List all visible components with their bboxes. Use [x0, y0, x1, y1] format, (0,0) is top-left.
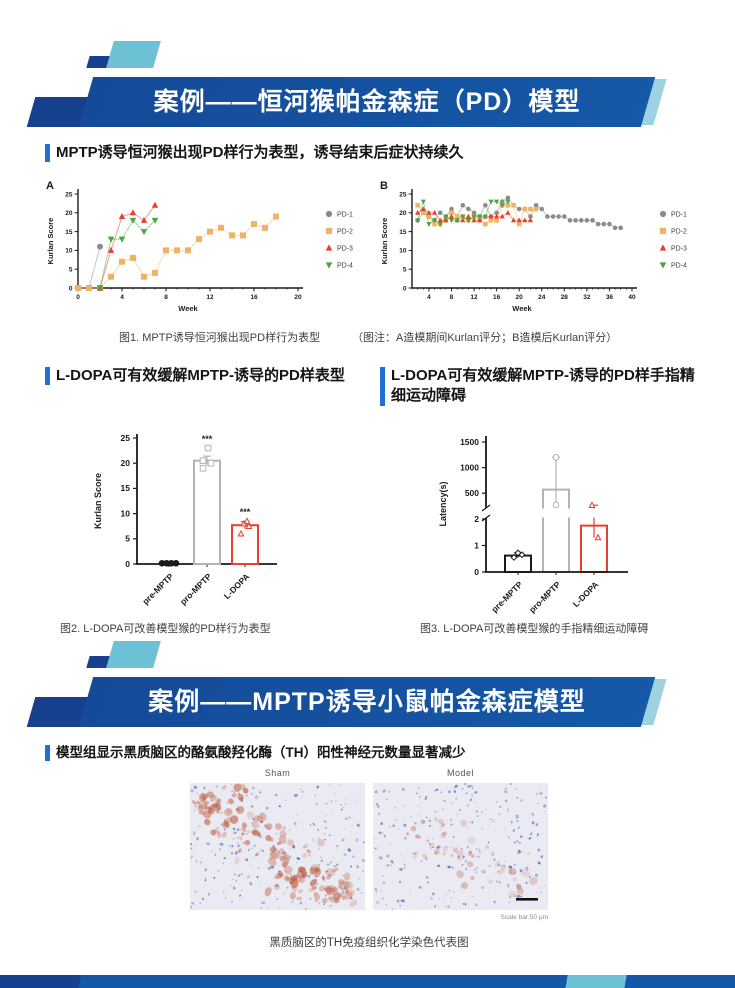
svg-text:5: 5: [125, 534, 130, 544]
svg-text:12: 12: [470, 294, 478, 301]
svg-text:20: 20: [399, 210, 407, 217]
svg-text:PD-4: PD-4: [671, 263, 687, 270]
svg-text:24: 24: [538, 294, 546, 301]
svg-text:5: 5: [403, 267, 407, 274]
svg-text:B: B: [380, 180, 388, 192]
footer-accent-bar: [0, 975, 735, 988]
svg-text:10: 10: [399, 248, 407, 255]
figure2-bar-chart: 0 5 10 15 20 25 Kurlan Score pre-MPTP *** pro-MPT…: [93, 433, 277, 607]
svg-text:4: 4: [120, 294, 124, 301]
svg-text:PD-3: PD-3: [671, 246, 687, 253]
heading-accent-bar: [380, 367, 385, 406]
heading-th-neurons: 模型组显示黑质脑区的酪氨酸羟化酶（TH）阳性神经元数量显著减少: [45, 744, 685, 762]
svg-text:15: 15: [399, 229, 407, 236]
histology-caption: 黑质脑区的TH免疫组织化学染色代表图: [269, 937, 469, 949]
heading-ldopa-phenotype: L-DOPA可有效缓解MPTP-诱导的PD样表型: [45, 366, 345, 386]
svg-text:0: 0: [125, 559, 130, 569]
svg-text:PD-2: PD-2: [337, 229, 353, 236]
figure3-bar-chart: 0 1 2 500 1000 1500 Latency(s) pre-MPTP pro-MPTP…: [438, 436, 634, 615]
deco-parallelogram-teal: [106, 41, 161, 68]
svg-text:28: 28: [561, 294, 569, 301]
svg-text:0: 0: [76, 294, 80, 301]
svg-text:Latency(s): Latency(s): [438, 481, 448, 526]
svg-text:32: 32: [583, 294, 591, 301]
svg-text:A: A: [46, 180, 54, 192]
figure3-caption: 图3. L-DOPA可改善模型猴的手指精细运动障碍: [420, 623, 649, 635]
histology-image-sham: [190, 783, 365, 910]
banner-mouse-model: 案例——MPTP诱导小鼠帕金森症模型: [78, 677, 656, 727]
svg-text:25: 25: [121, 433, 131, 443]
svg-text:0: 0: [69, 285, 73, 292]
svg-text:16: 16: [493, 294, 501, 301]
svg-text:4: 4: [427, 294, 431, 301]
svg-text:36: 36: [606, 294, 614, 301]
svg-text:1500: 1500: [460, 437, 479, 447]
heading-ldopa-motor: L-DOPA可有效缓解MPTP-诱导的PD样手指精细运动障碍: [380, 366, 700, 407]
histology-image-model: [373, 783, 548, 910]
svg-text:12: 12: [206, 294, 214, 301]
svg-text:1000: 1000: [460, 462, 479, 472]
svg-text:PD-2: PD-2: [671, 229, 687, 236]
svg-text:1: 1: [474, 540, 479, 550]
svg-text:20: 20: [516, 294, 524, 301]
svg-text:***: ***: [202, 434, 213, 444]
svg-text:L-DOPA: L-DOPA: [571, 579, 601, 609]
svg-text:10: 10: [65, 248, 73, 255]
scale-bar-label: Scale bar:50 μm: [500, 914, 548, 921]
svg-text:PD-1: PD-1: [337, 212, 353, 219]
svg-text:PD-1: PD-1: [671, 212, 687, 219]
svg-text:25: 25: [399, 191, 407, 198]
banner-title: 案例——MPTP诱导小鼠帕金森症模型: [148, 688, 586, 716]
svg-text:2: 2: [474, 514, 479, 524]
svg-text:pro-MPTP: pro-MPTP: [178, 571, 214, 607]
svg-text:Week: Week: [178, 304, 198, 313]
svg-text:PD-3: PD-3: [337, 246, 353, 253]
figure1-note: （图注：A造模期间Kurlan评分；B造模后Kurlan评分）: [352, 332, 618, 344]
svg-text:8: 8: [450, 294, 454, 301]
heading-accent-bar: [45, 745, 50, 762]
svg-text:Week: Week: [512, 304, 532, 313]
figure1-line-chart-a: A 0 4 8 12 16 20 0 5 10 15 20 25 Week Kurlan Score PD-1…: [46, 180, 353, 313]
svg-text:L-DOPA: L-DOPA: [222, 571, 252, 601]
svg-text:10: 10: [121, 508, 131, 518]
deco-parallelogram-teal: [106, 641, 161, 668]
svg-text:0: 0: [403, 285, 407, 292]
svg-text:16: 16: [250, 294, 258, 301]
svg-text:Kurlan Score: Kurlan Score: [93, 473, 103, 529]
svg-text:15: 15: [65, 229, 73, 236]
svg-text:pre-MPTP: pre-MPTP: [489, 579, 524, 614]
svg-text:5: 5: [69, 267, 73, 274]
svg-text:pre-MPTP: pre-MPTP: [140, 571, 175, 606]
svg-text:20: 20: [121, 458, 131, 468]
svg-text:***: ***: [240, 507, 251, 517]
svg-text:Kurlan Score: Kurlan Score: [380, 218, 389, 265]
svg-text:20: 20: [294, 294, 302, 301]
histology-model-label: Model: [446, 768, 474, 778]
svg-text:20: 20: [65, 210, 73, 217]
heading-mptp-induction: MPTP诱导恒河猴出现PD样行为表型，诱导结束后症状持续久: [45, 143, 665, 163]
svg-text:15: 15: [121, 483, 131, 493]
svg-text:pro-MPTP: pro-MPTP: [527, 579, 563, 615]
heading-accent-bar: [45, 367, 50, 386]
svg-text:0: 0: [474, 567, 479, 577]
svg-text:PD-4: PD-4: [337, 263, 353, 270]
svg-text:500: 500: [465, 488, 479, 498]
svg-text:Kurlan Score: Kurlan Score: [46, 218, 55, 265]
svg-text:40: 40: [628, 294, 636, 301]
svg-text:25: 25: [65, 191, 73, 198]
figure1-line-chart-b: B 4 8 12 16 20 24 28 32 36 40 0 5 10 15 20 25 Week Kurlan …: [380, 180, 687, 313]
svg-text:8: 8: [164, 294, 168, 301]
heading-accent-bar: [45, 144, 50, 163]
banner-title: 案例——恒河猴帕金森症（PD）模型: [153, 88, 581, 116]
histology-sham-label: Sham: [264, 768, 291, 778]
figure2-caption: 图2. L-DOPA可改善模型猴的PD样行为表型: [60, 623, 271, 635]
banner-monkey-model: 案例——恒河猴帕金森症（PD）模型: [78, 77, 656, 127]
figure1-caption: 图1. MPTP诱导恒河猴出现PD样行为表型: [119, 332, 321, 344]
